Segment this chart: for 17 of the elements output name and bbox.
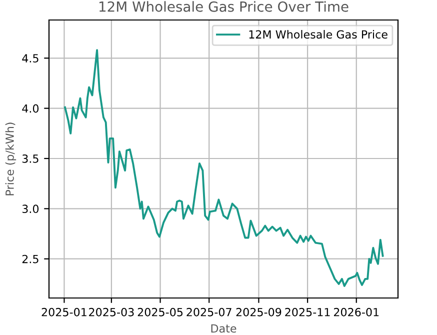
x-tick-label: 2025-11 [285,308,330,316]
y-tick-label: 4.5 [22,54,38,63]
x-tick-label: 2025-03 [89,308,134,316]
x-tick-label: 2025-09 [236,308,282,316]
y-tick-label: 4.0 [22,104,39,113]
y-tick-label: 2.5 [22,254,38,264]
chart-title: 12M Wholesale Gas Price Over Time [99,1,348,12]
x-tick-label: 2026-01 [334,308,379,316]
x-tick-label: 2025-05 [138,308,183,316]
x-axis-title: Date [211,324,236,333]
y-axis-title: Price (p/kWh) [5,122,16,196]
x-tick-label: 2025-01 [42,308,86,316]
x-tick-label: 2025-07 [186,308,232,316]
y-tick-label: 3.0 [22,204,39,214]
y-tick-label: 3.5 [22,154,38,163]
legend-label: 12M Wholesale Gas Price [249,30,388,39]
line-series [64,49,384,287]
